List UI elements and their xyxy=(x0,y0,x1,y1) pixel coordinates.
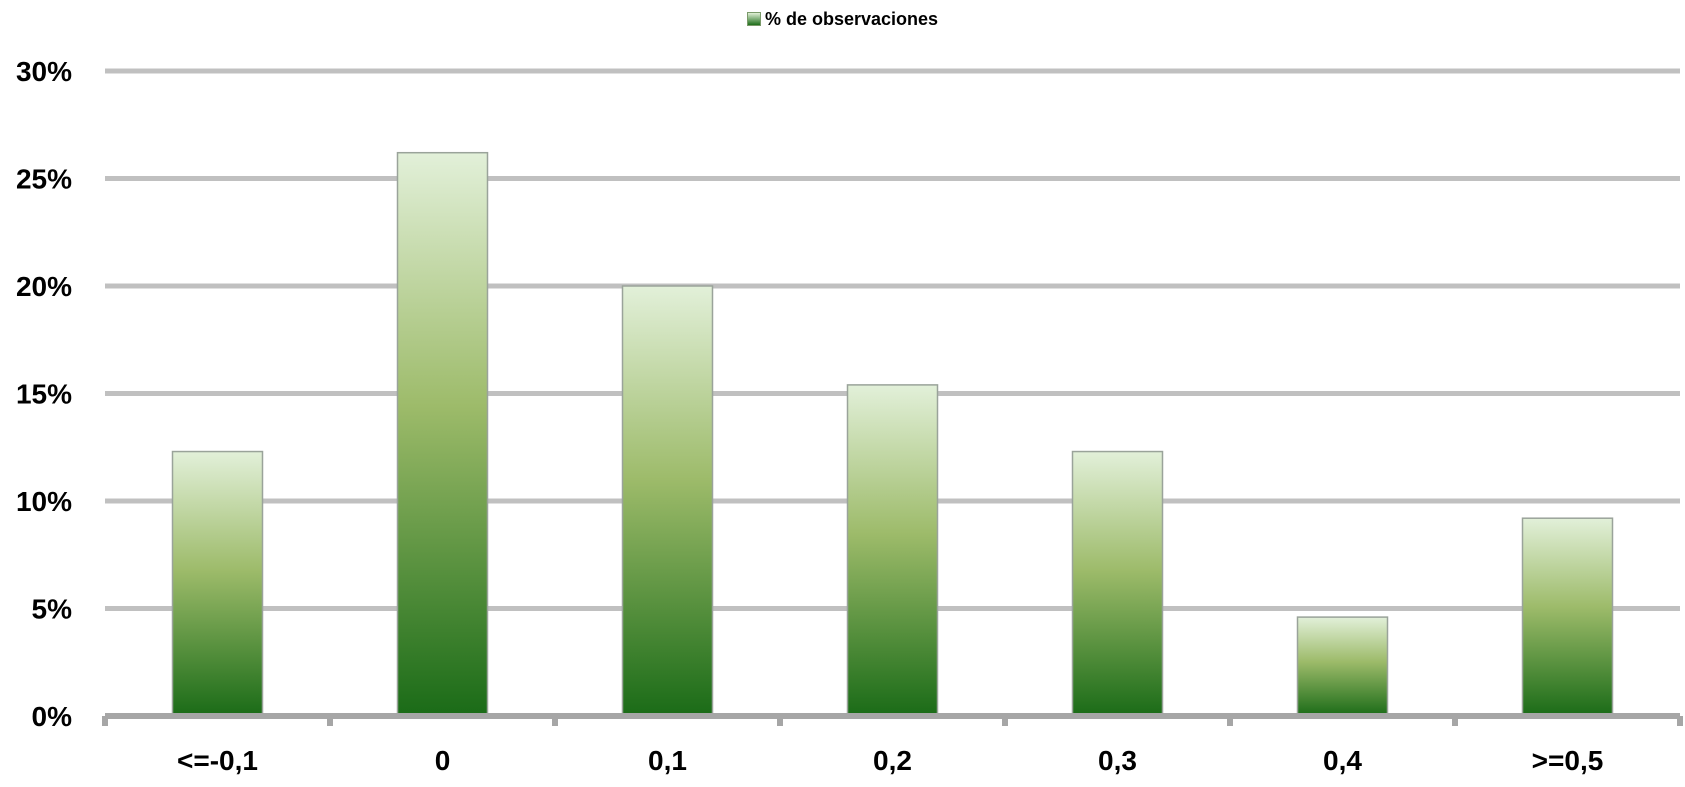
x-tick-label-6: >=0,5 xyxy=(1532,745,1604,776)
x-tick-label-0: <=-0,1 xyxy=(177,745,258,776)
legend-label: % de observaciones xyxy=(764,8,939,29)
legend: % de observaciones xyxy=(0,8,1685,30)
bar-5 xyxy=(1296,616,1389,717)
x-axis xyxy=(102,713,1683,726)
bar-3 xyxy=(846,384,939,717)
bar-6 xyxy=(1521,517,1614,717)
y-tick-labels: 0% 5% 10% 15% 20% 25% 30% xyxy=(16,56,72,732)
y-tick-label-2: 10% xyxy=(16,486,72,517)
y-tick-label-6: 30% xyxy=(16,56,72,87)
x-tick-label-5: 0,4 xyxy=(1323,745,1362,776)
x-tick-label-1: 0 xyxy=(435,745,451,776)
y-tick-label-3: 15% xyxy=(16,379,72,410)
y-tick-label-0: 0% xyxy=(32,701,73,732)
y-tick-label-4: 20% xyxy=(16,271,72,302)
x-tick-labels: <=-0,1 0 0,1 0,2 0,3 0,4 >=0,5 xyxy=(177,745,1603,776)
bar-1 xyxy=(396,151,489,717)
bar-4 xyxy=(1071,450,1164,717)
x-tick-label-2: 0,1 xyxy=(648,745,687,776)
bar-0 xyxy=(171,450,264,717)
bar-2 xyxy=(621,285,714,717)
x-tick-label-4: 0,3 xyxy=(1098,745,1137,776)
legend-swatch xyxy=(746,12,761,27)
y-tick-label-1: 5% xyxy=(32,594,73,625)
x-tick-label-3: 0,2 xyxy=(873,745,912,776)
bars xyxy=(171,151,1614,717)
y-tick-label-5: 25% xyxy=(16,164,72,195)
